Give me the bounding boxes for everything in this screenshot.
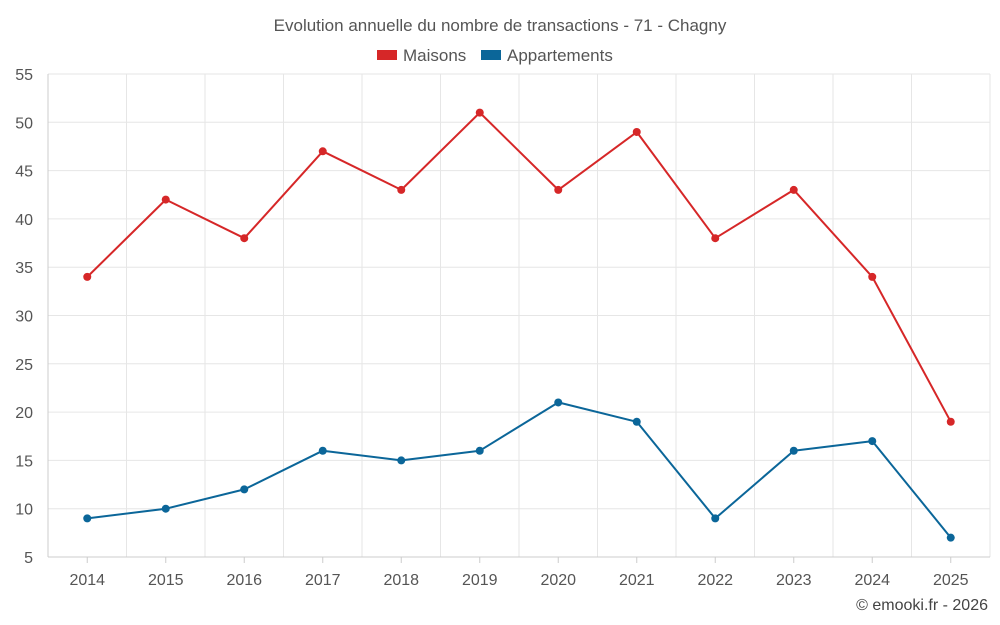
legend-label-appartements: Appartements bbox=[507, 46, 613, 65]
data-point-appartements[interactable] bbox=[240, 485, 249, 494]
data-point-maisons[interactable] bbox=[161, 195, 170, 204]
x-tick-label: 2015 bbox=[148, 572, 184, 589]
x-tick-label: 2019 bbox=[462, 572, 498, 589]
data-point-appartements[interactable] bbox=[711, 514, 720, 523]
x-axis: 2014 2015 2016 2017 2018 2019 2020 2021 2022 2023… bbox=[48, 556, 990, 589]
data-point-maisons[interactable] bbox=[318, 147, 327, 156]
data-point-maisons[interactable] bbox=[240, 234, 249, 243]
data-point-maisons[interactable] bbox=[554, 185, 563, 194]
x-tick-label: 2023 bbox=[776, 572, 812, 589]
data-point-maisons[interactable] bbox=[83, 272, 92, 281]
y-tick-label: 20 bbox=[15, 405, 33, 422]
data-point-appartements[interactable] bbox=[397, 456, 406, 465]
y-tick-label: 25 bbox=[15, 357, 33, 374]
x-tick-label: 2014 bbox=[69, 572, 105, 589]
legend: Maisons Appartements bbox=[377, 46, 613, 65]
x-tick-label: 2024 bbox=[854, 572, 890, 589]
x-tick-label: 2020 bbox=[540, 572, 576, 589]
data-point-appartements[interactable] bbox=[868, 437, 877, 446]
data-point-appartements[interactable] bbox=[83, 514, 92, 523]
legend-swatch-appartements bbox=[481, 50, 501, 60]
data-point-appartements[interactable] bbox=[161, 504, 170, 513]
data-point-appartements[interactable] bbox=[554, 398, 563, 407]
y-tick-label: 10 bbox=[15, 502, 33, 519]
data-point-appartements[interactable] bbox=[946, 533, 955, 542]
grid bbox=[47, 73, 991, 558]
x-tick-label: 2021 bbox=[619, 572, 655, 589]
legend-item-appartements[interactable]: Appartements bbox=[481, 46, 613, 65]
x-tick-label: 2018 bbox=[383, 572, 419, 589]
data-point-maisons[interactable] bbox=[946, 417, 955, 426]
legend-item-maisons[interactable]: Maisons bbox=[377, 46, 466, 65]
legend-swatch-maisons bbox=[377, 50, 397, 60]
series-line-maisons bbox=[86, 111, 952, 423]
x-tick-label: 2017 bbox=[305, 572, 341, 589]
y-tick-label: 45 bbox=[15, 164, 33, 181]
data-point-appartements[interactable] bbox=[632, 417, 641, 426]
series-appartements bbox=[83, 398, 955, 542]
series-maisons bbox=[83, 108, 955, 426]
x-tick-label: 2016 bbox=[226, 572, 262, 589]
data-point-appartements[interactable] bbox=[475, 446, 484, 455]
series-line-appartements bbox=[87, 401, 952, 539]
y-tick-label: 55 bbox=[15, 67, 33, 84]
y-tick-label: 30 bbox=[15, 309, 33, 326]
data-point-maisons[interactable] bbox=[711, 234, 720, 243]
data-point-appartements[interactable] bbox=[318, 446, 327, 455]
x-tick-label: 2025 bbox=[933, 572, 969, 589]
data-point-maisons[interactable] bbox=[475, 108, 484, 117]
data-point-maisons[interactable] bbox=[397, 185, 406, 194]
series bbox=[83, 108, 955, 542]
y-axis: 5 10 15 20 25 30 35 40 45 50 55 bbox=[15, 67, 49, 567]
x-tick-label: 2022 bbox=[697, 572, 733, 589]
credit-text: © emooki.fr - 2026 bbox=[856, 597, 988, 614]
y-tick-label: 35 bbox=[15, 260, 33, 277]
data-point-appartements[interactable] bbox=[789, 446, 798, 455]
y-tick-label: 40 bbox=[15, 212, 33, 229]
chart-title: Evolution annuelle du nombre de transact… bbox=[274, 16, 727, 35]
y-tick-label: 50 bbox=[15, 115, 33, 132]
data-point-maisons[interactable] bbox=[868, 272, 877, 281]
data-point-maisons[interactable] bbox=[789, 185, 798, 194]
y-tick-label: 15 bbox=[15, 453, 33, 470]
data-point-maisons[interactable] bbox=[632, 127, 641, 136]
y-tick-label: 5 bbox=[24, 550, 33, 567]
legend-label-maisons: Maisons bbox=[403, 46, 466, 65]
